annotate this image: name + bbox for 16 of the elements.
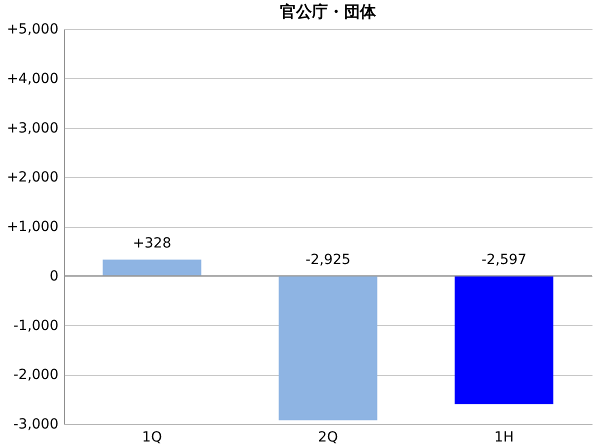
x-tick-label: 2Q: [318, 430, 338, 446]
y-tick-label: -1,000: [13, 318, 58, 334]
y-tick-label: +5,000: [6, 22, 58, 38]
x-tick-label: 1H: [494, 430, 514, 446]
y-tick-label: -3,000: [13, 416, 58, 432]
y-tick-label: 0: [50, 268, 58, 284]
y-tick-label: +3,000: [6, 120, 58, 136]
x-tick-label: 1Q: [142, 430, 162, 446]
y-tick-label: -2,000: [13, 367, 58, 384]
y-tick-label: +1,000: [6, 219, 58, 235]
data-label: +328: [132, 236, 172, 252]
data-label: -2,925: [305, 252, 351, 268]
data-label: -2,597: [481, 252, 527, 268]
y-tick-label: +2,000: [6, 170, 58, 186]
y-tick-label: +4,000: [6, 70, 58, 87]
chart-title: 官公庁・団体: [280, 2, 377, 21]
